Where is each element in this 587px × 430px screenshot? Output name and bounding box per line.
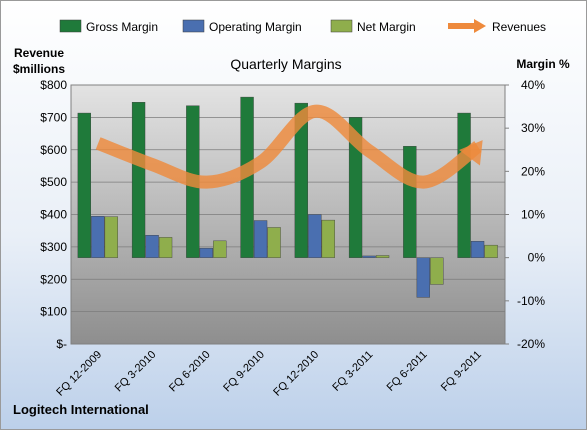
bar-gross-margin: [77, 112, 91, 258]
x-axis-tick-label: FQ 9-2010: [221, 349, 267, 395]
bar-net-margin: [213, 240, 227, 258]
bar-operating-margin: [253, 220, 268, 258]
left-axis-tick-label: $-: [56, 337, 67, 351]
bar-operating-margin: [362, 255, 376, 258]
right-axis-tick-label: 40%: [521, 78, 545, 92]
x-axis-tick-label: FQ 6-2010: [167, 349, 213, 395]
bar-net-margin: [484, 244, 498, 258]
legend: Gross Margin Operating Margin Net Margin Re…: [59, 19, 546, 34]
bar-net-margin: [267, 227, 281, 258]
x-axis-tick-label: FQ 12-2009: [54, 349, 104, 399]
legend-label: Operating Margin: [209, 20, 302, 34]
legend-label: Revenues: [492, 20, 546, 34]
legend-label: Net Margin: [357, 20, 416, 34]
left-axis-tick-label: $100: [40, 305, 67, 319]
right-axis-tick-label: -20%: [517, 337, 545, 351]
bar-gross-margin: [403, 146, 417, 258]
x-axis-tick-label: FQ 6-2011: [385, 349, 430, 394]
revenue-line-group: [95, 104, 483, 189]
x-axis-tick-label: FQ 12-2010: [271, 349, 321, 399]
legend-swatch: [182, 19, 205, 33]
bar-net-margin: [430, 257, 444, 285]
bar-series-group: [77, 96, 498, 298]
chart-title: Quarterly Margins: [230, 56, 341, 72]
left-axis-tick-label: $200: [40, 272, 67, 286]
right-axis-ticks: -20% -10% 0% 10% 20% 30% 40%: [505, 78, 545, 351]
right-axis-tick-label: 10%: [521, 208, 545, 222]
left-axis-tick-label: $500: [40, 175, 67, 189]
x-axis-tick-label: FQ 9-2011: [439, 349, 484, 394]
legend-swatch-arrow: [474, 19, 486, 33]
bar-net-margin: [158, 237, 173, 258]
left-axis-tick-label: $700: [40, 110, 67, 124]
bar-operating-margin: [91, 216, 105, 258]
right-axis-tick-label: -10%: [517, 294, 545, 308]
left-axis-label-line2: $millions: [13, 62, 65, 76]
legend-swatch: [330, 19, 353, 33]
bar-gross-margin: [348, 117, 363, 258]
x-axis-ticks: FQ 12-2009 FQ 3-2010 FQ 6-2010 FQ 9-2010 FQ …: [54, 349, 484, 399]
x-axis-tick-label: FQ 3-2011: [330, 349, 375, 394]
left-axis-tick-label: $600: [40, 143, 67, 157]
bar-operating-margin: [416, 257, 430, 298]
right-axis-tick-label: 0%: [528, 251, 546, 265]
revenue-line: [95, 104, 482, 189]
bar-net-margin: [321, 219, 335, 258]
legend-label: Gross Margin: [86, 20, 158, 34]
bar-operating-margin: [145, 235, 159, 258]
bar-net-margin: [375, 255, 390, 258]
company-name: Logitech International: [13, 402, 149, 417]
bar-operating-margin: [199, 247, 213, 258]
left-axis-tick-label: $800: [40, 78, 67, 92]
bar-gross-margin: [294, 102, 308, 258]
bar-operating-margin: [308, 214, 322, 258]
bar-operating-margin: [470, 241, 485, 258]
left-axis-tick-label: $300: [40, 240, 67, 254]
bar-gross-margin: [131, 102, 146, 258]
right-axis-label: Margin %: [516, 57, 570, 71]
bar-gross-margin: [457, 112, 471, 258]
left-axis-label-line1: Revenue: [14, 46, 64, 60]
left-axis-tick-label: $400: [40, 208, 67, 222]
bar-net-margin: [104, 216, 118, 258]
right-axis-tick-label: 30%: [521, 121, 545, 135]
revenue-line-arrowhead: [459, 140, 483, 166]
left-axis-ticks: $- $100 $200 $300 $400 $500 $600 $700 $800: [40, 78, 67, 351]
legend-swatch: [59, 19, 82, 33]
x-axis-tick-label: FQ 3-2010: [113, 349, 159, 395]
right-axis-tick-label: 20%: [521, 164, 545, 178]
